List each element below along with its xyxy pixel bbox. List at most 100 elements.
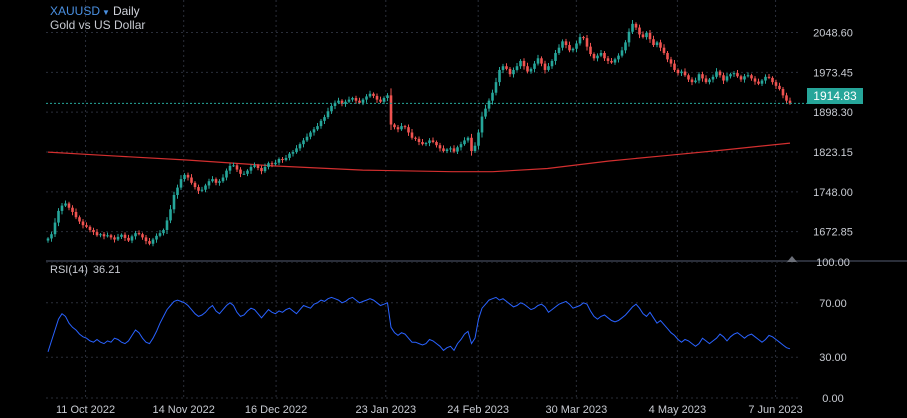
candle [582, 35, 585, 41]
rsi-legend[interactable]: RSI(14) 36.21 [50, 264, 120, 276]
candle [155, 233, 158, 243]
candle-body [645, 32, 648, 38]
candle-body [680, 71, 683, 74]
candle-body [421, 142, 424, 145]
candle [764, 74, 767, 84]
candle-body [589, 46, 592, 55]
candle [389, 88, 393, 130]
candle [571, 47, 575, 53]
candle [452, 145, 456, 154]
candle [239, 167, 242, 178]
candle-body [526, 66, 529, 72]
candle [725, 73, 729, 83]
candle [442, 145, 445, 153]
candle [232, 162, 235, 167]
candle-body [242, 173, 246, 175]
candle-body [470, 137, 473, 152]
candle [743, 73, 746, 83]
candle [753, 76, 757, 85]
candle [680, 69, 683, 77]
candle [445, 148, 449, 154]
candle [715, 68, 718, 79]
candle [295, 145, 298, 154]
candle-body [781, 89, 785, 96]
candle-body [361, 99, 365, 103]
price-axis-label: 2048.60 [813, 28, 853, 40]
candle [543, 60, 547, 74]
candle [326, 107, 330, 120]
current-price-label: 1914.83 [807, 88, 863, 104]
candle-body [71, 207, 74, 212]
rsi-axis[interactable]: 100.00 70.00 30.00 0.00 [816, 257, 850, 405]
candle-body [347, 99, 351, 102]
candle-body [81, 221, 85, 226]
candle-body [281, 158, 284, 161]
candle [127, 234, 130, 243]
candle-body [620, 50, 624, 56]
candle-body [123, 234, 127, 238]
candle [711, 74, 715, 83]
candle-body [652, 39, 655, 46]
candle-body [424, 143, 428, 145]
candle-body [109, 235, 113, 238]
symbol-name[interactable]: XAUUSD [50, 4, 101, 18]
candle [578, 33, 582, 46]
candle [106, 232, 109, 238]
candle [274, 159, 277, 166]
candle-body [778, 85, 781, 90]
candle-body [473, 145, 477, 152]
candle-body [186, 174, 190, 178]
candle [508, 67, 512, 77]
candle-body [151, 239, 155, 244]
candle [592, 52, 596, 61]
candle-body [725, 76, 729, 81]
candle [211, 176, 214, 183]
candle [88, 225, 92, 233]
candle-body [564, 41, 568, 46]
candle-body [547, 66, 550, 70]
candle [365, 94, 368, 103]
interval-label[interactable]: Daily [112, 4, 140, 18]
candle [785, 92, 788, 105]
candle [102, 232, 106, 240]
candle [606, 56, 610, 64]
candle-body [393, 124, 396, 128]
candle-body [438, 145, 442, 149]
candle [477, 129, 480, 150]
candle-body [389, 95, 393, 125]
candle-body [414, 137, 417, 139]
candle [148, 238, 151, 246]
candle-body [200, 189, 204, 191]
candle [260, 165, 263, 175]
candle-body [267, 163, 270, 167]
candle [767, 74, 771, 80]
candle [267, 161, 270, 170]
candle [197, 184, 200, 194]
time-axis[interactable]: 11 Oct 2022 14 Nov 2022 16 Dec 2022 23 Jan … [56, 404, 803, 416]
candle [410, 129, 414, 140]
candle [540, 56, 543, 67]
candle [242, 171, 246, 175]
candle-body [617, 55, 620, 60]
candle-body [477, 132, 480, 146]
candle-body [316, 126, 319, 130]
candle [648, 30, 652, 43]
symbol-header[interactable]: XAUUSD ▼ Daily [50, 4, 140, 18]
candle-body [106, 235, 109, 237]
scroll-to-realtime-icon[interactable] [787, 256, 797, 262]
candle [561, 39, 564, 51]
candle-body [333, 102, 337, 106]
candle [92, 227, 95, 236]
candle-body [452, 148, 456, 152]
candle-body [92, 229, 95, 233]
candle-body [487, 100, 491, 109]
candle [638, 24, 641, 39]
dropdown-arrow-icon[interactable]: ▼ [102, 8, 110, 17]
candle [95, 228, 99, 237]
price-axis[interactable]: 1672.85 1748.00 1823.15 1898.30 1973.45 2048.… [813, 28, 853, 239]
candle-body [277, 158, 281, 163]
candle [169, 204, 172, 224]
candle-body [505, 66, 508, 69]
candle [347, 96, 351, 104]
